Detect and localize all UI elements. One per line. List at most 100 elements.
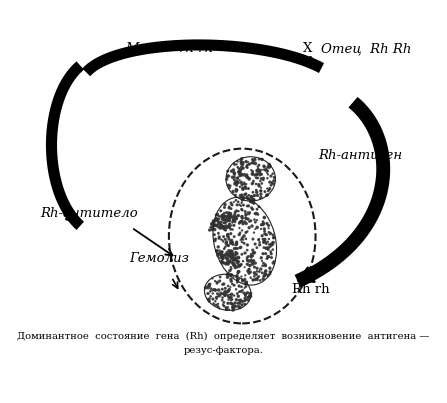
- Point: [241, 264, 248, 270]
- Point: [231, 180, 238, 186]
- Point: [236, 169, 243, 175]
- Point: [226, 173, 233, 179]
- Point: [245, 270, 253, 276]
- Point: [224, 251, 232, 258]
- Point: [264, 246, 271, 252]
- Point: [234, 179, 241, 185]
- Point: [249, 247, 256, 253]
- Point: [237, 261, 245, 268]
- Point: [267, 241, 274, 247]
- Point: [222, 219, 229, 225]
- Point: [230, 283, 237, 289]
- Point: [228, 251, 235, 257]
- Point: [225, 217, 232, 224]
- Point: [222, 285, 229, 291]
- Point: [239, 166, 246, 172]
- Point: [265, 246, 272, 252]
- Point: [269, 241, 276, 247]
- Point: [236, 283, 243, 289]
- Point: [217, 224, 224, 230]
- Point: [231, 213, 238, 220]
- Point: [251, 192, 258, 199]
- Point: [263, 232, 270, 238]
- Point: [231, 170, 238, 176]
- Point: [236, 304, 243, 311]
- Point: [228, 238, 235, 244]
- Point: [228, 272, 235, 278]
- Point: [236, 262, 244, 269]
- Point: [233, 241, 240, 247]
- Point: [220, 233, 227, 240]
- Point: [228, 276, 235, 283]
- Point: [248, 254, 255, 260]
- Point: [238, 273, 245, 280]
- Point: [213, 280, 220, 287]
- Point: [234, 258, 241, 264]
- Point: [248, 194, 255, 201]
- Point: [231, 177, 238, 183]
- Point: [243, 220, 250, 227]
- Point: [225, 293, 232, 300]
- Point: [253, 217, 261, 223]
- Point: [224, 224, 231, 231]
- Point: [232, 300, 239, 306]
- Point: [217, 214, 224, 220]
- Point: [232, 209, 239, 215]
- Point: [219, 301, 227, 308]
- Point: [245, 176, 253, 182]
- Point: [215, 293, 223, 299]
- Point: [210, 222, 217, 229]
- Point: [238, 193, 245, 199]
- Point: [231, 292, 238, 299]
- Point: [251, 172, 258, 179]
- Point: [246, 175, 253, 182]
- Point: [241, 295, 249, 301]
- Point: [243, 172, 250, 178]
- Point: [225, 236, 232, 242]
- Point: [230, 255, 237, 262]
- Point: [252, 241, 259, 247]
- Point: [238, 171, 245, 178]
- Point: [215, 244, 222, 250]
- Point: [211, 226, 218, 233]
- Point: [214, 252, 221, 259]
- Point: [239, 218, 246, 225]
- Point: [214, 250, 221, 257]
- Point: [230, 256, 237, 262]
- Point: [229, 305, 236, 312]
- Point: [264, 253, 271, 260]
- Point: [228, 248, 236, 254]
- Point: [258, 156, 266, 163]
- Point: [230, 217, 237, 223]
- Point: [258, 171, 265, 177]
- Point: [219, 211, 227, 218]
- Point: [233, 175, 240, 181]
- Point: [225, 259, 232, 266]
- Point: [215, 219, 222, 226]
- Point: [234, 276, 241, 283]
- Point: [232, 245, 240, 252]
- Point: [215, 234, 223, 240]
- Point: [264, 171, 271, 178]
- Point: [233, 202, 240, 208]
- Point: [235, 293, 242, 299]
- Point: [215, 287, 222, 293]
- Point: [223, 210, 230, 216]
- Point: [255, 156, 262, 162]
- Point: [227, 247, 234, 254]
- Point: [222, 216, 229, 223]
- Point: [226, 249, 233, 255]
- Point: [234, 260, 241, 267]
- Point: [224, 214, 231, 221]
- Point: [270, 232, 277, 238]
- Point: [220, 225, 227, 231]
- Point: [249, 252, 256, 259]
- Point: [225, 288, 232, 294]
- Point: [229, 219, 236, 226]
- Point: [218, 218, 225, 225]
- Point: [228, 291, 235, 297]
- Point: [264, 164, 271, 170]
- Point: [206, 298, 213, 304]
- Point: [249, 189, 257, 195]
- Point: [206, 281, 213, 287]
